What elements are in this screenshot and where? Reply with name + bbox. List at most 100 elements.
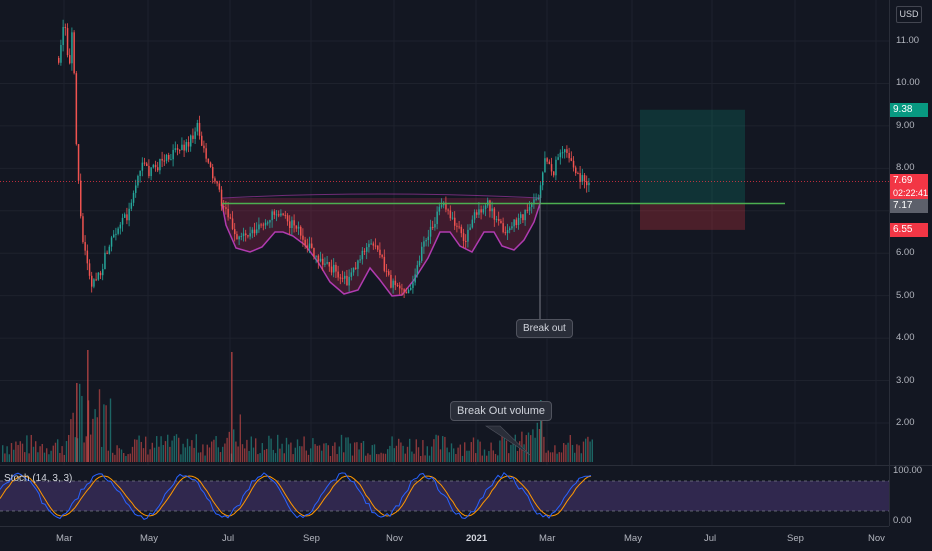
candle-body: [467, 229, 469, 242]
volume-bar: [134, 439, 136, 462]
candle-body: [500, 220, 502, 224]
volume-bar: [32, 446, 35, 462]
candle-body: [341, 277, 344, 279]
candle-body: [348, 276, 350, 286]
volume-bar: [360, 442, 362, 462]
volume-bar: [587, 436, 589, 462]
volume-bar: [266, 448, 268, 462]
volume-bar: [173, 435, 175, 462]
volume-bar: [435, 434, 437, 462]
candle-body: [568, 152, 570, 159]
candle-body: [137, 176, 139, 186]
volume-bar: [395, 445, 398, 462]
volume-bar: [30, 434, 32, 462]
volume-bar: [193, 447, 195, 462]
volume-bar: [285, 437, 288, 462]
candle-body: [425, 240, 427, 242]
volume-bar: [21, 443, 24, 462]
candle-body: [504, 232, 507, 234]
candle-body: [75, 73, 78, 145]
candle-body: [71, 32, 73, 64]
volume-bar: [499, 440, 501, 462]
candle-body: [476, 212, 478, 215]
candle-body: [493, 208, 496, 220]
candle-body: [484, 205, 487, 210]
volume-bar: [371, 445, 373, 462]
candle-body: [273, 211, 276, 215]
candle-body: [498, 219, 500, 221]
candle-body: [238, 236, 240, 240]
volume-bar: [184, 447, 186, 462]
candle-body: [368, 243, 370, 248]
candle-body: [506, 230, 509, 233]
volume-bar: [565, 444, 567, 462]
volume-bar: [457, 447, 459, 462]
price-axis[interactable]: 11.0010.009.008.007.006.005.004.003.002.…: [889, 0, 932, 526]
candle-body: [544, 158, 546, 173]
candle-body: [370, 243, 372, 245]
candle-body: [104, 252, 106, 270]
volume-bar: [149, 449, 151, 462]
stop-price-tag: 6.55: [890, 222, 928, 237]
stochastic-pane[interactable]: [0, 466, 889, 526]
volume-bar: [197, 452, 200, 462]
price-tick-label: 2.00: [896, 417, 915, 428]
candle-body: [403, 289, 405, 293]
candle-body: [333, 264, 335, 273]
volume-bar: [497, 455, 499, 462]
candle-body: [445, 202, 447, 210]
time-tick-label: Sep: [303, 533, 320, 544]
candle-body: [480, 209, 482, 213]
volume-bar: [312, 438, 314, 462]
volume-bar: [376, 454, 378, 462]
candle-body: [385, 270, 388, 272]
candle-body: [282, 213, 284, 215]
stoch-tick-label: 0.00: [893, 515, 912, 526]
position-target-zone: [640, 109, 745, 204]
volume-bar: [103, 404, 105, 462]
candle-body: [190, 135, 192, 147]
candle-body: [491, 208, 493, 212]
candle-body: [361, 250, 364, 260]
candle-body: [143, 162, 146, 164]
price-chart[interactable]: [0, 0, 889, 465]
candle-body: [205, 148, 207, 159]
stoch-k-line: [0, 471, 592, 520]
candle-body: [436, 211, 438, 225]
candle-body: [489, 200, 491, 212]
time-axis[interactable]: Mar May Jul Sep Nov 2021 Mar May Jul Sep Nov: [0, 526, 889, 551]
candle-body: [300, 226, 302, 236]
candle-body: [524, 209, 526, 221]
volume-bar: [543, 436, 545, 462]
candle-body: [414, 274, 416, 283]
candle-body: [264, 222, 267, 226]
candle-body: [469, 227, 471, 230]
volume-bar: [532, 429, 534, 462]
currency-badge[interactable]: USD: [896, 6, 922, 23]
volume-bar: [92, 418, 94, 462]
candle-body: [225, 207, 227, 209]
candle-body: [207, 158, 210, 163]
candle-body: [421, 246, 423, 261]
volume-bar: [257, 454, 259, 462]
candle-body: [203, 145, 205, 149]
candle-body: [429, 226, 432, 237]
candle-body: [130, 202, 133, 209]
volume-bar: [448, 452, 450, 462]
candle-body: [234, 229, 236, 235]
candle-body: [557, 157, 559, 160]
candle-body: [99, 272, 102, 276]
volume-bar: [340, 434, 343, 462]
candle-body: [159, 158, 161, 171]
candle-body: [377, 245, 379, 250]
price-tick-label: 4.00: [896, 332, 915, 344]
candle-body: [150, 167, 152, 177]
candle-body: [432, 226, 434, 228]
stoch-tick-label: 100.00: [893, 465, 923, 476]
stoch-d-line: [0, 475, 592, 517]
candle-body: [322, 258, 324, 265]
time-tick-label: Jul: [704, 533, 717, 544]
volume-bar: [208, 447, 211, 462]
time-tick-label: May: [624, 533, 642, 544]
volume-spike-bar: [231, 352, 233, 462]
